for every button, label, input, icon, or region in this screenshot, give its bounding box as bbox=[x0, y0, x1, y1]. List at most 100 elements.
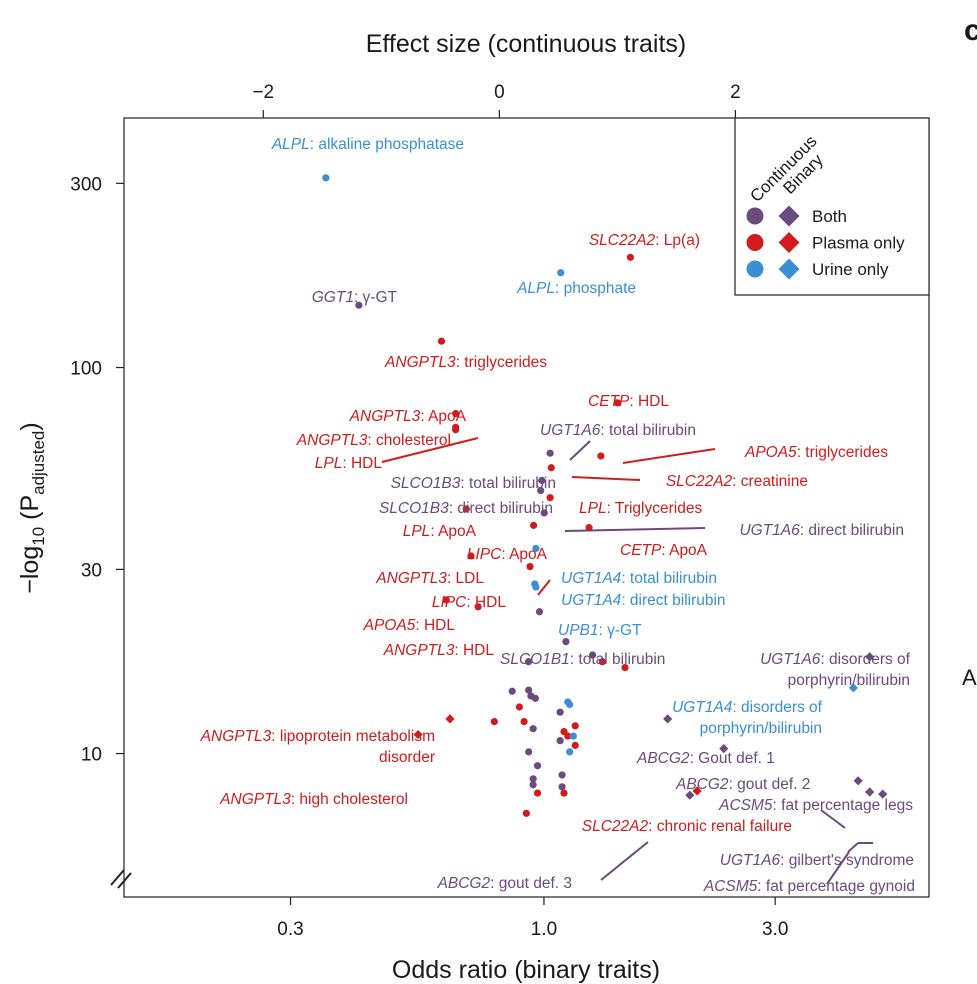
data-point bbox=[355, 301, 363, 309]
annotation-trait: : chronic renal failure bbox=[648, 818, 792, 835]
data-point-diamond bbox=[413, 729, 423, 740]
leader-line-gilbert bbox=[847, 842, 859, 853]
annotation-trait: : Lp(a) bbox=[655, 232, 700, 249]
point-annotation: ANGPTL3: HDL bbox=[383, 642, 495, 659]
legend-marker-diamond bbox=[778, 258, 800, 280]
point-annotation: ACSM5: fat percentage legs bbox=[718, 797, 913, 814]
annotation-gene: UGT1A4 bbox=[561, 570, 622, 587]
point-annotation: UGT1A4: total bilirubin bbox=[561, 570, 717, 587]
data-point bbox=[557, 269, 565, 277]
annotation-trait: : direct bilirubin bbox=[449, 500, 553, 517]
annotation-trait: : disorders of bbox=[732, 699, 822, 716]
data-point bbox=[571, 741, 579, 749]
point-annotation: ABCG2: gout def. 2 bbox=[675, 776, 810, 793]
data-point-diamond bbox=[865, 787, 875, 797]
data-point bbox=[437, 337, 446, 345]
annotation-trait: : fat percentage gynoid bbox=[757, 878, 915, 895]
legend-marker-diamond bbox=[778, 205, 800, 227]
data-point bbox=[558, 783, 566, 791]
annotation-trait: : total bilirubin bbox=[621, 570, 717, 587]
top-tick-label: 2 bbox=[730, 82, 741, 103]
data-point bbox=[525, 748, 533, 756]
legend-marker-circle bbox=[746, 234, 764, 251]
bottom-axis-title: Odds ratio (binary traits) bbox=[392, 956, 660, 984]
annotation-trait: : γ-GT bbox=[354, 289, 398, 306]
annotation-trait: : total bilirubin bbox=[600, 422, 696, 439]
point-annotation: UGT1A6: total bilirubin bbox=[540, 422, 696, 439]
annotation-trait: : cholesterol bbox=[367, 432, 451, 449]
data-point bbox=[556, 708, 564, 716]
data-point bbox=[626, 253, 634, 261]
data-point-diamond bbox=[848, 683, 858, 693]
point-annotation-line2: disorder bbox=[379, 749, 435, 766]
leader-line-apoa5-tg bbox=[622, 448, 716, 464]
annotation-gene: UGT1A4 bbox=[672, 699, 733, 716]
data-point bbox=[546, 494, 554, 502]
point-annotation: ANGPTL3: lipoprotein metabolism bbox=[200, 728, 435, 745]
annotation-trait: : ApoA bbox=[501, 546, 547, 563]
data-point bbox=[529, 781, 537, 789]
top-axis-title: Effect size (continuous traits) bbox=[366, 30, 687, 58]
data-points bbox=[322, 174, 888, 817]
leader-line-lipc-hdl bbox=[537, 579, 551, 596]
data-point bbox=[532, 544, 540, 552]
y-axis-title: −log10 (Padjusted) bbox=[16, 422, 48, 593]
point-annotation: GGT1: γ-GT bbox=[312, 289, 398, 306]
annotation-gene: UGT1A4 bbox=[561, 592, 622, 609]
annotation-gene: ANGPTL3 bbox=[349, 408, 421, 425]
data-point bbox=[522, 809, 530, 817]
data-point bbox=[533, 789, 542, 797]
y-axis-ticks: 10 30 100 300 bbox=[70, 174, 124, 766]
data-point bbox=[525, 686, 533, 694]
data-point bbox=[526, 562, 534, 571]
data-point bbox=[597, 452, 605, 460]
point-annotation-line2: porphyrin/bilirubin bbox=[700, 720, 822, 737]
annotation-trait: : ApoA bbox=[661, 542, 707, 559]
annotation-gene: ANGPTL3 bbox=[219, 791, 291, 808]
annotation-trait: : ApoA bbox=[430, 523, 476, 540]
annotation-gene: SLCO1B3 bbox=[379, 500, 449, 517]
data-point-diamond bbox=[719, 743, 729, 754]
annotation-trait: : total bilirubin bbox=[570, 651, 666, 668]
data-point bbox=[474, 603, 482, 611]
point-annotation: ALPL: alkaline phosphatase bbox=[271, 136, 464, 153]
data-point bbox=[598, 658, 606, 666]
annotation-trait: : fat percentage legs bbox=[773, 797, 914, 814]
y-tick-label: 100 bbox=[70, 359, 102, 380]
annotation-gene: ANGPTL3 bbox=[375, 570, 447, 587]
legend-label: Both bbox=[812, 207, 847, 226]
annotation-trait: : gout def. 3 bbox=[490, 875, 572, 892]
leader-line-acsm5-legs bbox=[820, 809, 846, 829]
annotation-trait: : high cholesterol bbox=[291, 791, 408, 808]
leader-line-abcg2-def3 bbox=[600, 841, 649, 881]
leader-line-slc22a2-creat bbox=[571, 476, 641, 481]
annotation-gene: ACSM5 bbox=[703, 878, 758, 895]
data-point bbox=[546, 449, 554, 457]
legend-label: Urine only bbox=[812, 260, 889, 279]
point-annotation: CETP: HDL bbox=[588, 393, 669, 410]
top-axis-ticks: −2 0 2 bbox=[252, 82, 741, 118]
annotation-gene: APOA5 bbox=[744, 444, 797, 461]
annotation-trait: : gout def. 2 bbox=[729, 776, 811, 793]
point-annotation: ANGPTL3: cholesterol bbox=[296, 432, 451, 449]
point-annotation: LPL: ApoA bbox=[403, 523, 477, 540]
bottom-axis-ticks: 0.3 1.0 3.0 bbox=[277, 897, 788, 940]
data-point-diamond bbox=[878, 789, 888, 799]
y-tick-label: 10 bbox=[81, 745, 102, 766]
plot-frame bbox=[123, 117, 930, 898]
legend-marker-circle bbox=[746, 207, 764, 225]
annotation-trait: : HDL bbox=[342, 455, 382, 472]
annotation-gene: ALPL bbox=[516, 280, 555, 297]
data-point bbox=[515, 703, 524, 711]
point-annotation: ANGPTL3: LDL bbox=[375, 570, 484, 587]
data-point bbox=[566, 700, 574, 709]
annotation-gene: SLCO1B1 bbox=[500, 651, 570, 668]
data-point bbox=[533, 762, 542, 770]
annotation-gene: APOA5 bbox=[363, 617, 416, 634]
data-point-diamond bbox=[853, 776, 863, 786]
annotation-trait: : HDL bbox=[454, 642, 494, 659]
point-annotation: LIPC: ApoA bbox=[467, 546, 548, 563]
annotation-gene: ANGPTL3 bbox=[296, 432, 368, 449]
